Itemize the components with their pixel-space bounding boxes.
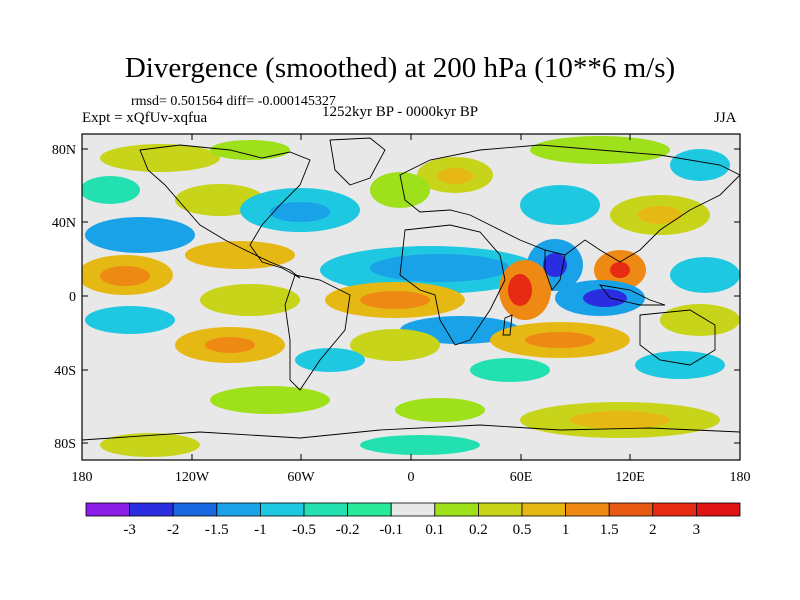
contour-region bbox=[610, 262, 630, 278]
coast-south-america bbox=[284, 274, 351, 391]
contour-region bbox=[100, 266, 150, 286]
colorbar-box bbox=[477, 502, 523, 517]
contour-region bbox=[350, 329, 440, 361]
contour-region bbox=[85, 217, 195, 253]
lat-label: 0 bbox=[69, 290, 76, 305]
colorbar-box bbox=[259, 502, 305, 517]
contour-region bbox=[437, 168, 473, 184]
contour-region bbox=[525, 332, 595, 348]
colorbar-label: 1.5 bbox=[600, 522, 619, 538]
colorbar-box bbox=[347, 502, 392, 517]
colorbar-label: -2 bbox=[167, 522, 180, 538]
lat-label: 80N bbox=[52, 143, 76, 158]
contour-region bbox=[370, 254, 510, 282]
coast-madagascar bbox=[502, 314, 513, 336]
map-title: Divergence (smoothed) at 200 hPa (10**6 … bbox=[124, 52, 676, 84]
contour-region bbox=[670, 257, 740, 293]
contour-region bbox=[200, 284, 300, 316]
contour-region bbox=[660, 304, 740, 336]
coast-australia bbox=[639, 309, 716, 366]
colorbar-box bbox=[390, 502, 436, 517]
colorbar-labels: -3 -2 -1.5 -1 -0.5 -0.2 -0.1 0.1 0.2 0.5 1 1.5 2 3 bbox=[123, 522, 700, 538]
lon-label: 180 bbox=[72, 470, 93, 485]
contour-region bbox=[295, 348, 365, 372]
contour-region bbox=[670, 149, 730, 181]
coast-africa bbox=[399, 224, 506, 346]
contour-region bbox=[270, 202, 330, 222]
colorbar-box bbox=[216, 502, 261, 517]
contour-region bbox=[360, 435, 480, 455]
coastlines bbox=[82, 137, 740, 441]
colorbar-label: -1.5 bbox=[205, 522, 229, 538]
season-label: JJA bbox=[714, 110, 737, 126]
colorbar-box bbox=[434, 502, 479, 517]
colorbar bbox=[85, 502, 741, 517]
contour-region bbox=[210, 386, 330, 414]
contour-region bbox=[583, 289, 627, 307]
experiment-label: Expt = xQfUv-xqfua bbox=[82, 110, 208, 126]
colorbar-box bbox=[303, 502, 348, 517]
colorbar-box bbox=[129, 502, 174, 517]
colorbar-box bbox=[696, 502, 741, 517]
coast-indonesia bbox=[598, 284, 666, 306]
colorbar-label: 0.2 bbox=[469, 522, 488, 538]
contour-region bbox=[85, 306, 175, 334]
contour-region bbox=[360, 291, 430, 309]
lat-label: 40S bbox=[54, 364, 76, 379]
coast-north-america bbox=[139, 144, 311, 279]
lon-label: 180 bbox=[730, 470, 751, 485]
coast-antarctica bbox=[82, 424, 740, 441]
contour-region bbox=[395, 398, 485, 422]
contour-region bbox=[205, 337, 255, 353]
stats-text: rmsd= 0.501564 diff= -0.000145327 bbox=[131, 94, 336, 109]
colorbar-label: 1 bbox=[562, 522, 570, 538]
colorbar-label: 3 bbox=[693, 522, 701, 538]
contour-region bbox=[100, 433, 200, 457]
contour-region bbox=[638, 206, 682, 224]
colorbar-label: 0.5 bbox=[513, 522, 532, 538]
colorbar-box bbox=[521, 502, 566, 517]
contour-region bbox=[82, 176, 140, 204]
colorbar-label: -0.5 bbox=[292, 522, 316, 538]
colorbar-box bbox=[565, 502, 610, 517]
colorbar-label: -3 bbox=[123, 522, 136, 538]
coast-greenland bbox=[329, 137, 386, 186]
contour-region bbox=[370, 172, 430, 208]
lat-label: 80S bbox=[54, 437, 76, 452]
colorbar-box bbox=[85, 502, 130, 517]
lon-label: 120E bbox=[615, 470, 645, 485]
contour-region bbox=[635, 351, 725, 379]
contour-region bbox=[570, 411, 670, 429]
lon-label: 0 bbox=[408, 470, 415, 485]
coast-eurasia bbox=[399, 144, 740, 263]
contour-region bbox=[470, 358, 550, 382]
period-label: 1252kyr BP - 0000kyr BP bbox=[322, 104, 479, 120]
coast-india bbox=[544, 249, 566, 291]
latitude-axis: 80N 40N 0 40S 80S bbox=[52, 143, 740, 452]
colorbar-box bbox=[652, 502, 697, 517]
contour-region bbox=[543, 253, 567, 277]
lat-label: 40N bbox=[52, 216, 76, 231]
lon-label: 60E bbox=[510, 470, 533, 485]
longitude-axis: 180 120W 60W 0 60E 120E 180 bbox=[72, 134, 751, 485]
colorbar-label: -0.2 bbox=[336, 522, 360, 538]
colorbar-label: 2 bbox=[649, 522, 657, 538]
contour-region bbox=[185, 241, 295, 269]
contour-region bbox=[210, 140, 290, 160]
contour-region bbox=[520, 185, 600, 225]
contour-region bbox=[508, 274, 532, 306]
colorbar-label: 0.1 bbox=[425, 522, 444, 538]
lon-label: 120W bbox=[175, 470, 210, 485]
colorbar-label: -1 bbox=[254, 522, 267, 538]
colorbar-label: -0.1 bbox=[379, 522, 403, 538]
colorbar-box bbox=[608, 502, 654, 517]
lon-label: 60W bbox=[287, 470, 315, 485]
contour-region bbox=[100, 144, 220, 172]
colorbar-box bbox=[172, 502, 218, 517]
